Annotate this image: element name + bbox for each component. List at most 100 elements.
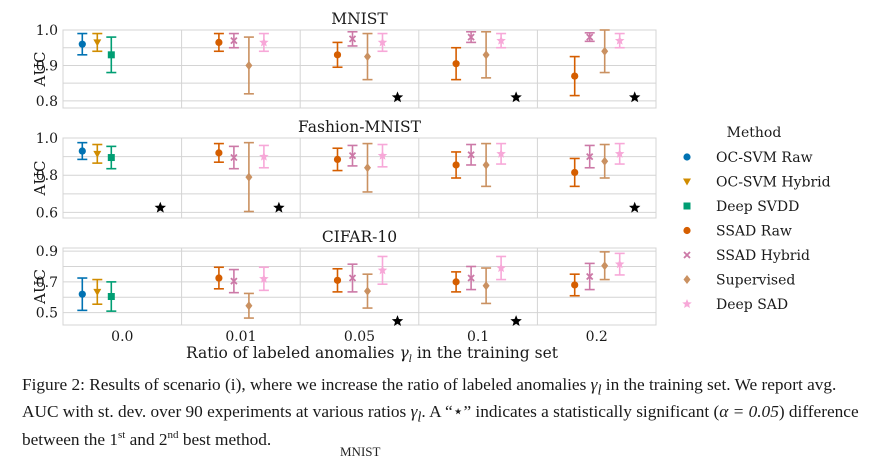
y-tick-label: 0.9 <box>36 58 58 74</box>
data-point <box>245 301 253 311</box>
data-point <box>348 152 357 160</box>
legend-item: OC-SVM Hybrid <box>683 175 831 191</box>
data-point <box>377 37 388 47</box>
y-tick-label: 0.9 <box>36 244 58 260</box>
data-point <box>377 150 388 160</box>
data-point <box>496 263 506 273</box>
data-point <box>333 155 342 163</box>
significance-star <box>628 91 641 103</box>
legend-marker <box>683 202 691 210</box>
data-point <box>348 274 357 282</box>
data-point <box>452 278 460 286</box>
legend-title: Method <box>727 125 782 141</box>
y-tick-label: 1.0 <box>36 131 58 147</box>
data-point <box>586 33 594 41</box>
panel-frame <box>62 247 657 326</box>
next-figure-cutoff-text: MNIST <box>340 444 381 459</box>
x-tick-label: 0.05 <box>344 329 375 345</box>
data-point <box>245 172 253 182</box>
data-point <box>614 148 625 158</box>
significance-star <box>510 315 522 326</box>
data-point <box>78 147 86 155</box>
data-point <box>215 274 223 282</box>
legend-marker <box>683 226 691 235</box>
x-tick-label: 0.0 <box>111 329 133 345</box>
data-point <box>245 60 253 70</box>
data-point <box>467 151 475 159</box>
data-point <box>571 168 579 177</box>
legend-marker <box>683 275 691 284</box>
y-tick-label: 0.6 <box>36 205 58 221</box>
legend-label: OC-SVM Raw <box>716 150 813 166</box>
panel-title: Fashion-MNIST <box>298 118 422 136</box>
data-point <box>586 152 594 161</box>
figure-caption: Figure 2: Results of scenario (i), where… <box>22 375 859 449</box>
data-point <box>377 265 388 275</box>
legend-marker <box>682 299 692 309</box>
legend-label: OC-SVM Hybrid <box>716 175 831 191</box>
data-point <box>78 290 86 298</box>
data-point <box>571 281 579 289</box>
data-point <box>467 33 475 41</box>
significance-star <box>273 201 285 213</box>
panel-frame <box>62 29 657 109</box>
y-tick-label: 0.8 <box>36 94 58 110</box>
legend-marker <box>683 153 691 161</box>
panel-fashion-mnist: 0.6 0.8 1.0 AUC Fashion-MNIST <box>31 118 657 221</box>
y-axis-label: AUC <box>31 161 49 197</box>
legend-label: Deep SAD <box>716 297 788 313</box>
data-point <box>93 150 102 158</box>
y-tick-label: 1.0 <box>36 23 58 39</box>
data-point <box>78 40 86 48</box>
panel-frame <box>62 137 657 219</box>
data-point <box>601 156 609 166</box>
significance-star <box>391 315 404 326</box>
data-point <box>364 52 371 62</box>
legend: Method OC-SVM Raw OC-SVM Hybrid Deep SVDD S… <box>682 125 831 313</box>
data-point <box>333 51 342 59</box>
data-point <box>230 153 238 162</box>
data-point <box>571 72 579 80</box>
data-point <box>215 149 223 157</box>
legend-label: SSAD Hybrid <box>716 248 810 264</box>
data-point <box>364 286 371 296</box>
data-point <box>601 261 609 271</box>
y-tick-label: 0.8 <box>36 168 58 184</box>
data-point <box>93 39 102 47</box>
data-point <box>482 50 490 60</box>
y-tick-label: 0.5 <box>36 306 58 322</box>
data-point <box>333 276 342 284</box>
data-point <box>482 281 490 291</box>
data-point <box>107 154 115 162</box>
legend-item: Supervised <box>683 273 795 289</box>
x-axis-label: Ratio of labeled anomalies γl in the tra… <box>186 344 559 365</box>
panel-mnist: 0.8 0.9 1.0 AUC MNIST <box>31 10 657 110</box>
legend-label: SSAD Raw <box>716 224 792 240</box>
data-point <box>93 288 102 296</box>
data-point <box>452 60 460 68</box>
data-point <box>452 161 460 169</box>
y-tick-label: 0.7 <box>36 275 58 291</box>
legend-item: OC-SVM Raw <box>683 150 813 166</box>
x-tick-label: 0.1 <box>467 329 489 345</box>
legend-item: Deep SAD <box>682 297 788 313</box>
data-point <box>259 37 269 47</box>
data-point <box>467 274 475 282</box>
legend-marker <box>683 178 691 186</box>
legend-item: Deep SVDD <box>683 199 799 215</box>
data-point <box>230 277 238 285</box>
data-point <box>601 46 609 56</box>
figure-chart: 0.8 0.9 1.0 AUC MNIST 0.6 0.8 1.0 AUC Fashion-MNI… <box>31 10 831 365</box>
panel-title: CIFAR-10 <box>322 228 397 246</box>
legend-label: Deep SVDD <box>716 199 799 215</box>
x-tick-label: 0.2 <box>586 329 608 345</box>
data-point <box>482 160 490 170</box>
data-point <box>364 163 371 173</box>
data-point <box>614 259 625 269</box>
legend-item: SSAD Raw <box>683 224 792 240</box>
data-point <box>259 151 269 161</box>
legend-marker <box>683 251 691 259</box>
data-point <box>586 272 594 281</box>
y-axis-label: AUC <box>31 52 49 88</box>
legend-label: Supervised <box>716 273 795 289</box>
